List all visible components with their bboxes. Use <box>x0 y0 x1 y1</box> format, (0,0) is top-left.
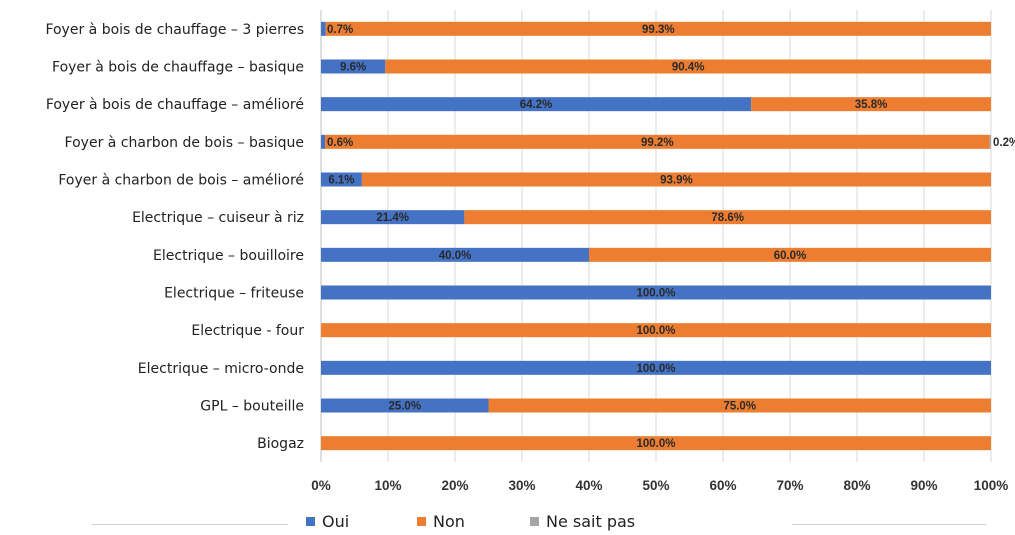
data-label-oui: 9.6% <box>340 62 366 74</box>
legend-label-ne-sait-pas: Ne sait pas <box>546 512 636 531</box>
data-label-non: 99.2% <box>641 137 674 149</box>
x-tick-label: 90% <box>910 478 937 493</box>
bar-oui <box>321 210 465 225</box>
legend-item-ne-sait-pas: Ne sait pas <box>530 512 635 531</box>
bar-oui <box>321 398 489 413</box>
stacked-bar-chart: 0.7% 99.3% 9.6% 90.4% 64.2% 35.8% 0.6% 99.2% 0.2… <box>45 10 1015 493</box>
data-label-oui: 64.2% <box>520 99 553 111</box>
bar-non <box>464 210 991 225</box>
x-tick-label: 40% <box>575 478 602 493</box>
bar-oui <box>321 172 362 187</box>
data-label-ne-sait-pas: 0.2% <box>993 137 1015 149</box>
legend-rule-right <box>792 524 986 525</box>
x-tick-label: 30% <box>508 478 535 493</box>
bar-non <box>589 247 991 262</box>
bar-non <box>361 172 991 187</box>
category-label: Foyer à charbon de bois – basique <box>65 135 304 151</box>
data-label-oui: 100.0% <box>636 288 675 300</box>
gridlines <box>320 10 992 462</box>
data-label-non: 35.8% <box>855 99 888 111</box>
x-tick-label: 80% <box>843 478 870 493</box>
bar-non <box>488 398 991 413</box>
x-tick-label: 70% <box>776 478 803 493</box>
category-label: Foyer à bois de chauffage – amélioré <box>46 97 304 113</box>
data-label-non: 100.0% <box>636 438 675 450</box>
x-tick-label: 50% <box>642 478 669 493</box>
data-label-non: 99.3% <box>642 24 675 36</box>
bar-oui <box>321 247 589 262</box>
legend-label-oui: Oui <box>322 512 350 531</box>
legend-label-non: Non <box>433 512 465 531</box>
data-label-oui: 40.0% <box>439 250 472 262</box>
x-tick-label: 100% <box>974 478 1009 493</box>
data-label-oui: 25.0% <box>388 401 421 413</box>
bar-oui <box>321 360 991 375</box>
x-tick-label: 10% <box>374 478 401 493</box>
bar-non <box>321 323 991 338</box>
data-label-non: 93.9% <box>660 175 693 187</box>
x-tick-label: 20% <box>441 478 468 493</box>
category-label: Electrique – bouilloire <box>153 248 304 264</box>
bar-oui <box>321 59 386 74</box>
category-label: Biogaz <box>257 436 304 452</box>
data-label-non: 90.4% <box>672 62 705 74</box>
legend-rule-left <box>92 524 288 525</box>
legend-swatch-oui <box>306 517 315 526</box>
data-label-non: 78.6% <box>711 212 744 224</box>
category-label: Electrique – cuiseur à riz <box>132 210 304 226</box>
bar-ne-sait-pas <box>989 134 991 149</box>
legend-item-non: Non <box>417 512 465 531</box>
data-label-oui: 100.0% <box>636 363 675 375</box>
legend-swatch-non <box>417 517 426 526</box>
data-label-non: 60.0% <box>774 250 807 262</box>
bar-non <box>751 97 991 112</box>
x-tick-labels: 0% 10% 20% 30% 40% 50% 60% 70% 80% 90% 100% <box>311 478 1008 493</box>
category-label: Electrique – friteuse <box>164 286 304 302</box>
category-label: Electrique – micro-onde <box>138 361 304 377</box>
x-tick-label: 60% <box>709 478 736 493</box>
bar-non <box>325 134 990 149</box>
data-label-non: 75.0% <box>723 401 756 413</box>
category-labels: Foyer à bois de chauffage – 3 pierres Foy… <box>45 22 304 452</box>
legend-item-oui: Oui <box>306 512 349 531</box>
category-label: GPL – bouteille <box>200 399 304 415</box>
category-label: Foyer à bois de chauffage – basique <box>52 60 304 76</box>
bar-oui <box>321 21 326 36</box>
category-label: Foyer à charbon de bois – amélioré <box>58 173 304 189</box>
legend-swatch-ne-sait-pas <box>530 517 539 526</box>
legend: Oui Non Ne sait pas <box>0 510 1015 534</box>
bars <box>321 21 991 451</box>
bar-oui <box>321 97 752 112</box>
data-label-non: 100.0% <box>636 325 675 337</box>
data-label-oui: 0.6% <box>327 137 353 149</box>
data-label-oui: 6.1% <box>328 175 354 187</box>
data-labels: 0.7% 99.3% 9.6% 90.4% 64.2% 35.8% 0.6% 99.2% 0.2… <box>327 24 1015 450</box>
data-label-oui: 0.7% <box>327 24 353 36</box>
bar-non <box>321 436 991 451</box>
x-tick-label: 0% <box>311 478 331 493</box>
bar-oui <box>321 285 991 300</box>
bar-non <box>325 21 991 36</box>
bar-oui <box>321 134 326 149</box>
bar-non <box>385 59 991 74</box>
category-label: Foyer à bois de chauffage – 3 pierres <box>45 22 304 38</box>
data-label-oui: 21.4% <box>376 212 409 224</box>
category-label: Electrique - four <box>191 323 304 339</box>
